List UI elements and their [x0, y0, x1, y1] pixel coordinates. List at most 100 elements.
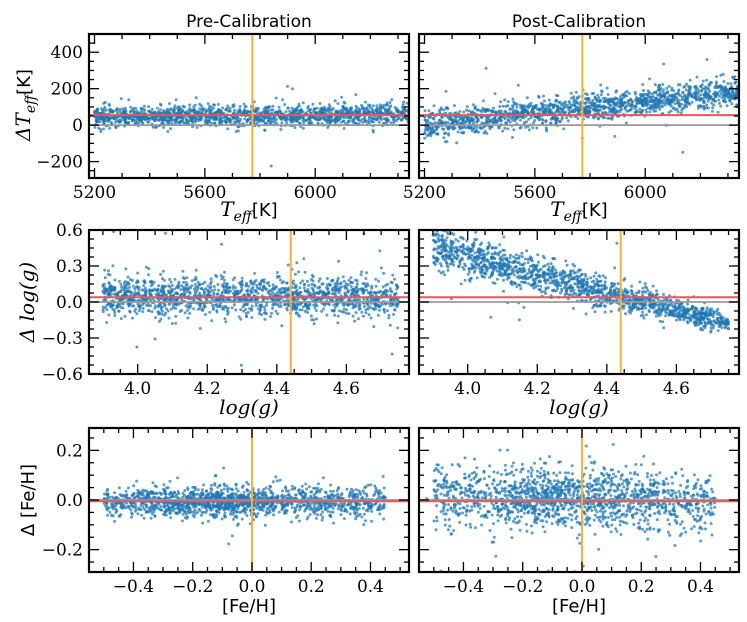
data-point: [167, 284, 171, 288]
data-point: [638, 107, 642, 111]
data-point: [367, 116, 371, 120]
data-point: [336, 102, 340, 105]
data-point: [262, 280, 266, 284]
data-point: [385, 293, 389, 297]
data-point: [446, 115, 450, 119]
data-point: [310, 283, 314, 286]
data-point: [702, 107, 706, 111]
data-point: [265, 110, 269, 114]
data-point: [95, 109, 99, 113]
data-point: [143, 292, 147, 295]
data-point: [151, 116, 155, 120]
data-point: [645, 110, 648, 114]
data-point: [310, 273, 314, 277]
data-point: [542, 94, 545, 98]
data-point: [713, 99, 717, 103]
data-point: [492, 106, 495, 110]
data-point: [291, 304, 295, 308]
data-point: [575, 96, 579, 100]
data-point: [333, 305, 337, 309]
data-point: [119, 119, 123, 123]
data-point: [610, 99, 614, 103]
data-point: [539, 101, 543, 105]
data-point: [160, 289, 164, 293]
xlabel-feh-pre: [Fe/H]: [222, 596, 276, 617]
data-point: [721, 72, 725, 76]
data-point: [444, 111, 448, 115]
data-point: [234, 308, 238, 312]
data-point: [185, 276, 189, 280]
data-point: [315, 106, 319, 110]
panel-pre-logg: 4.0 4.2 4.4 4.6−0.6−0.30.00.30.6: [42, 221, 411, 399]
data-point: [162, 126, 165, 129]
data-point: [196, 286, 200, 290]
data-point: [716, 110, 720, 114]
data-point: [274, 285, 278, 289]
data-point: [271, 307, 274, 310]
data-point: [169, 307, 173, 311]
data-point: [652, 107, 655, 111]
data-point: [250, 291, 254, 295]
data-point: [174, 314, 178, 318]
data-point: [303, 304, 307, 307]
data-point: [124, 280, 128, 284]
data-point: [328, 298, 332, 302]
data-point: [618, 95, 622, 98]
data-point: [601, 111, 605, 115]
data-point: [367, 304, 371, 308]
data-point: [549, 121, 553, 125]
data-point: [248, 293, 251, 297]
data-point: [733, 81, 737, 85]
data-point: [337, 309, 341, 313]
data-point: [182, 280, 186, 284]
data-point: [506, 100, 510, 104]
data-point: [428, 121, 432, 125]
data-point: [314, 303, 317, 307]
data-point: [217, 118, 221, 122]
data-point: [623, 100, 627, 104]
data-point: [263, 128, 267, 132]
data-point: [666, 97, 670, 101]
data-point: [497, 126, 501, 130]
data-point: [544, 110, 548, 114]
data-point: [526, 104, 530, 108]
data-point: [365, 298, 369, 302]
data-point: [559, 111, 563, 115]
data-point: [645, 92, 649, 96]
data-point: [607, 98, 611, 101]
data-point: [540, 104, 544, 108]
data-point: [591, 108, 595, 111]
data-point: [383, 310, 387, 314]
data-point: [557, 119, 561, 123]
data-point: [641, 104, 645, 108]
data-point: [627, 109, 631, 113]
data-point: [482, 125, 486, 129]
data-point: [269, 315, 273, 318]
data-point: [226, 312, 230, 316]
data-point: [271, 283, 275, 287]
data-point: [619, 103, 623, 107]
data-point: [203, 313, 207, 317]
data-point: [321, 292, 325, 296]
data-point: [238, 105, 242, 108]
data-point: [721, 93, 725, 97]
data-point: [667, 84, 671, 88]
data-point: [396, 326, 400, 330]
y-tick-label: 0: [72, 116, 83, 136]
data-point: [314, 309, 318, 313]
data-point: [354, 311, 358, 315]
data-point: [112, 285, 116, 289]
data-point: [198, 307, 202, 311]
data-point: [222, 116, 225, 120]
data-point: [215, 110, 219, 114]
data-point: [425, 134, 429, 138]
data-point: [219, 274, 223, 278]
data-point: [283, 303, 286, 307]
data-point: [263, 308, 267, 312]
data-point: [122, 286, 126, 289]
data-point: [308, 302, 312, 306]
data-point: [125, 287, 129, 290]
data-point: [672, 89, 676, 93]
